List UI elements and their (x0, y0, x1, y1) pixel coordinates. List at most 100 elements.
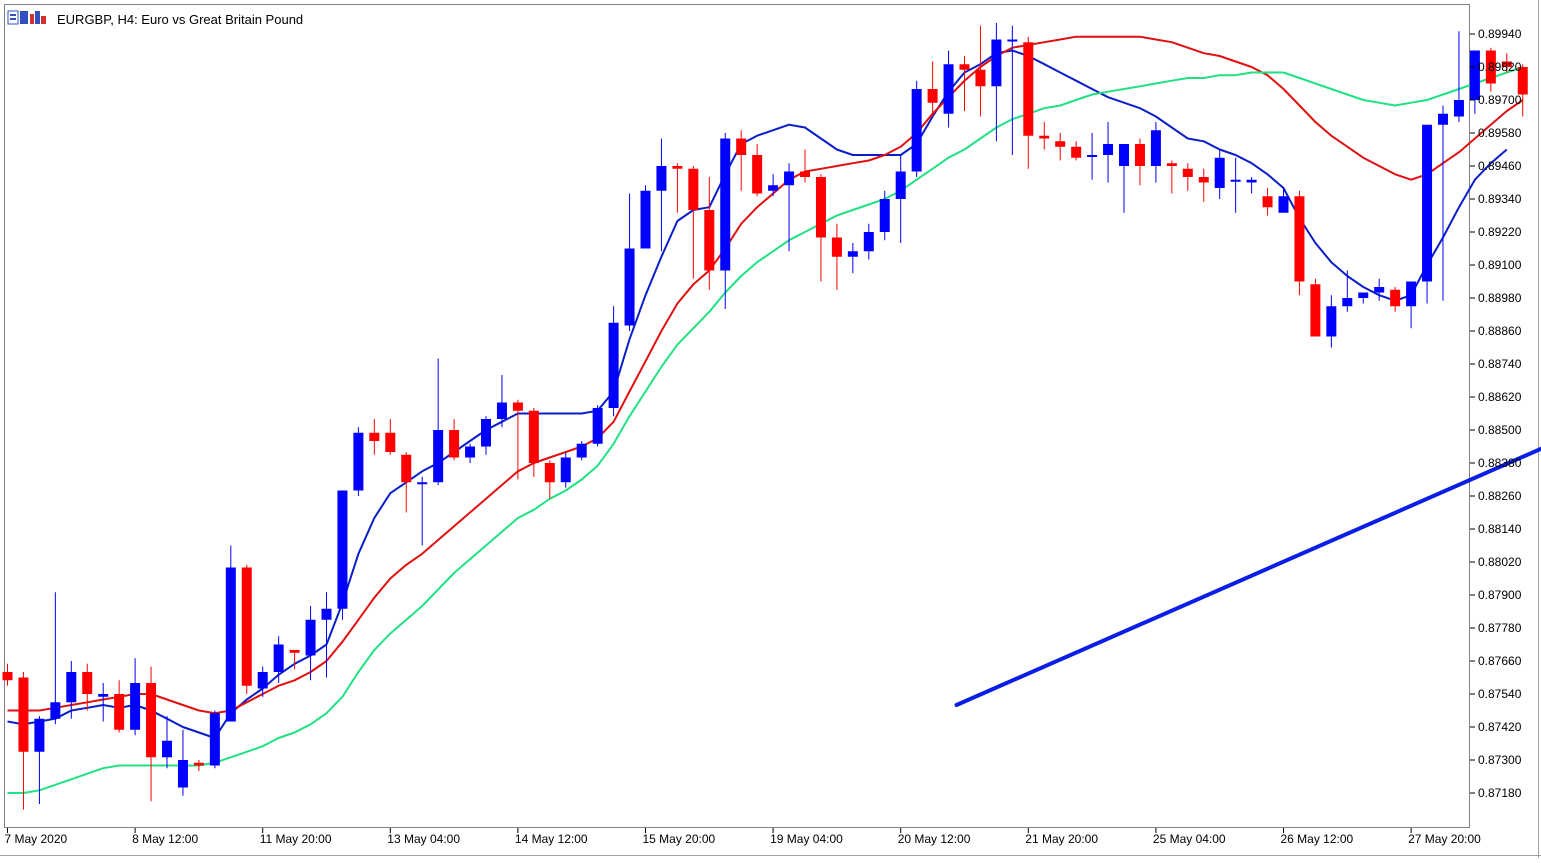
candle (34, 716, 45, 804)
y-tick-label: 0.89100 (1478, 258, 1522, 272)
candle-body (720, 138, 731, 271)
candle (50, 592, 61, 725)
candle-body (815, 177, 826, 238)
ma-red-line (7, 35, 1524, 715)
candle (496, 375, 507, 428)
candle (177, 729, 188, 796)
candle (1294, 190, 1305, 296)
candle-body (369, 432, 380, 441)
trend-arrow-line (954, 446, 1541, 707)
ma-green-line (7, 66, 1524, 794)
y-tick-label: 0.87780 (1478, 621, 1522, 635)
candle-body (800, 171, 810, 177)
chart-title: EURGBP, H4: Euro vs Great Britain Pound (57, 12, 303, 27)
candle-body (1087, 155, 1098, 157)
candle-body (162, 740, 172, 758)
candle-body (321, 608, 332, 620)
candle-body (209, 713, 220, 766)
y-tick-label: 0.88980 (1478, 291, 1522, 305)
candle-body (592, 408, 603, 444)
candle-body (576, 443, 587, 458)
candle (369, 419, 380, 455)
candle (720, 133, 731, 309)
candle-body (305, 619, 316, 656)
candle (481, 416, 491, 455)
candle-body (560, 457, 571, 483)
candle-body (1310, 284, 1321, 337)
candle-body (688, 168, 699, 210)
candle (1374, 278, 1385, 301)
candle-body (975, 69, 986, 87)
candle (1406, 281, 1417, 329)
x-tick-label: 11 May 20:00 (260, 832, 332, 846)
candle-body (225, 567, 236, 722)
candle (98, 683, 109, 722)
y-tick-label: 0.88260 (1478, 489, 1522, 503)
candle-body (146, 683, 157, 758)
y-tick-label: 0.87420 (1478, 720, 1522, 734)
x-tick-label: 7 May 2020 (5, 832, 68, 846)
candle (66, 661, 77, 719)
candle (2, 663, 13, 686)
y-tick-label: 0.87180 (1478, 786, 1522, 800)
chart-window-icon[interactable] (7, 10, 46, 25)
candle-body (512, 402, 523, 411)
y-tick-label: 0.87900 (1478, 588, 1522, 602)
candle (592, 405, 603, 447)
candle (784, 163, 795, 252)
candle (337, 490, 348, 620)
candle-body (1182, 168, 1193, 177)
candle (1358, 292, 1369, 304)
candle-body (1374, 287, 1385, 293)
candle (1501, 53, 1512, 73)
x-tick-label: 19 May 04:00 (770, 832, 843, 846)
candle (1310, 278, 1321, 337)
candle (1517, 64, 1528, 117)
candle (512, 399, 523, 480)
candle (815, 174, 826, 282)
candle (1166, 160, 1177, 194)
y-tick-label: 0.89940 (1478, 27, 1522, 41)
candle (1182, 163, 1193, 191)
candle-body (465, 446, 476, 458)
y-tick-label: 0.88860 (1478, 324, 1522, 338)
candle-body (1007, 39, 1018, 42)
candle (624, 193, 635, 331)
candle-body (177, 760, 188, 788)
candle-body (385, 432, 396, 452)
candle (241, 564, 252, 694)
candle (800, 149, 810, 183)
candle-body (991, 39, 1002, 87)
candle-body (1422, 124, 1433, 282)
candle (1134, 138, 1145, 186)
candle-body (449, 430, 460, 458)
y-tick-label: 0.89340 (1478, 192, 1522, 206)
y-tick-label: 0.88620 (1478, 390, 1522, 404)
candle (1469, 50, 1480, 114)
candle-body (656, 166, 667, 191)
candle-body (1023, 42, 1034, 136)
candle (1262, 188, 1273, 216)
y-axis: 0.89940 0.89820 0.89700 0.89580 0.89460 0.893… (1470, 27, 1522, 800)
candle-body (257, 672, 268, 689)
candle-body (50, 702, 61, 719)
candle (1230, 157, 1241, 213)
y-tick-label: 0.89220 (1478, 225, 1522, 239)
candle-body (481, 419, 491, 447)
candle (768, 174, 779, 197)
candle (401, 452, 412, 513)
x-axis: 7 May 2020 8 May 12:00 11 May 20:00 13 May … (5, 828, 1481, 846)
candle (433, 358, 444, 485)
candle-body (130, 683, 141, 730)
candle-body (943, 64, 954, 114)
candle (1278, 188, 1289, 213)
candle (1119, 144, 1129, 213)
candle (1342, 270, 1353, 312)
candle (1055, 133, 1066, 161)
y-tick-label: 0.88740 (1478, 357, 1522, 371)
candle (1485, 47, 1496, 92)
candle (225, 545, 236, 722)
candle-body (959, 64, 970, 70)
